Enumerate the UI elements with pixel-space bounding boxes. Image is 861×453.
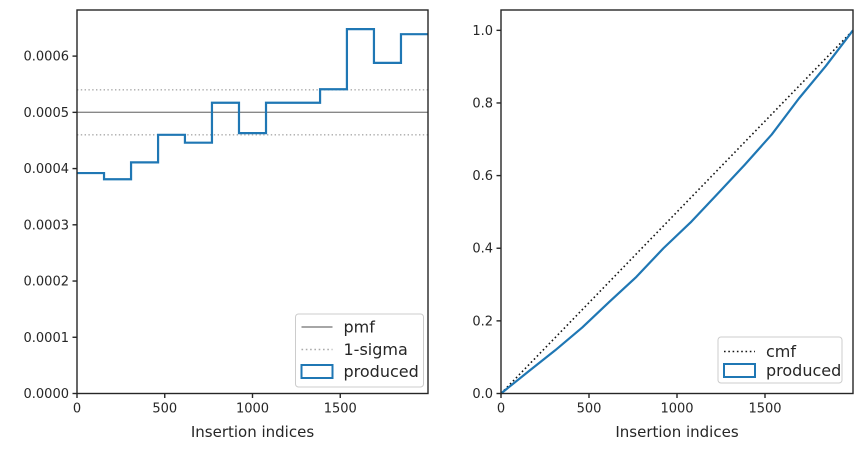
- x-tick-label: 0: [497, 402, 505, 417]
- y-tick-label: 0.0003: [24, 218, 70, 233]
- legend-label-produced: produced: [766, 361, 841, 380]
- y-tick-label: 0.0000: [24, 387, 70, 402]
- x-tick-label: 1000: [660, 402, 693, 417]
- left-plot-pmf: 0 500 1000 1500 0.0000 0.0001 0.0002 0.0003 0.00…: [24, 9, 429, 417]
- y-tick-label: 0.0004: [24, 162, 70, 177]
- cmf-series: [500, 29, 854, 395]
- legend-label-1-sigma: 1-sigma: [344, 340, 408, 359]
- left-plot-xlabel: Insertion indices: [191, 423, 314, 441]
- plot-spines: [500, 9, 854, 395]
- y-tick-label: 0.0005: [24, 106, 70, 121]
- y-tick-label: 0.8: [472, 96, 493, 111]
- y-tick-label: 0.2: [472, 314, 493, 329]
- y-tick-label: 0.0001: [24, 331, 70, 346]
- right-plot-xlabel: Insertion indices: [615, 423, 738, 441]
- x-tick-label: 500: [577, 402, 602, 417]
- x-tick-label: 1500: [324, 402, 357, 417]
- y-tick-label: 0.0006: [24, 50, 70, 65]
- produced-step-series: [77, 28, 428, 181]
- x-tick-label: 0: [73, 402, 81, 417]
- x-tick-label: 1500: [748, 402, 781, 417]
- x-tick-label: 1000: [236, 402, 269, 417]
- y-tick-label: 0.4: [472, 242, 493, 257]
- legend-label-cmf: cmf: [766, 342, 796, 361]
- legend-label-pmf: pmf: [344, 318, 376, 337]
- y-tick-label: 0.0: [472, 387, 493, 402]
- y-tick-label: 1.0: [472, 24, 493, 39]
- legend-label-produced: produced: [344, 362, 419, 381]
- x-tick-label: 500: [152, 402, 177, 417]
- legend-swatch-produced: [300, 364, 334, 379]
- legend-swatch-produced: [723, 363, 756, 378]
- y-tick-label: 0.6: [472, 169, 493, 184]
- y-tick-label: 0.0002: [24, 275, 70, 290]
- right-plot-cmf: 0 500 1000 1500 0.0 0.2 0.4 0.6 0.8 1.0 cmfproduce…: [472, 9, 854, 417]
- produced-series: [500, 29, 854, 395]
